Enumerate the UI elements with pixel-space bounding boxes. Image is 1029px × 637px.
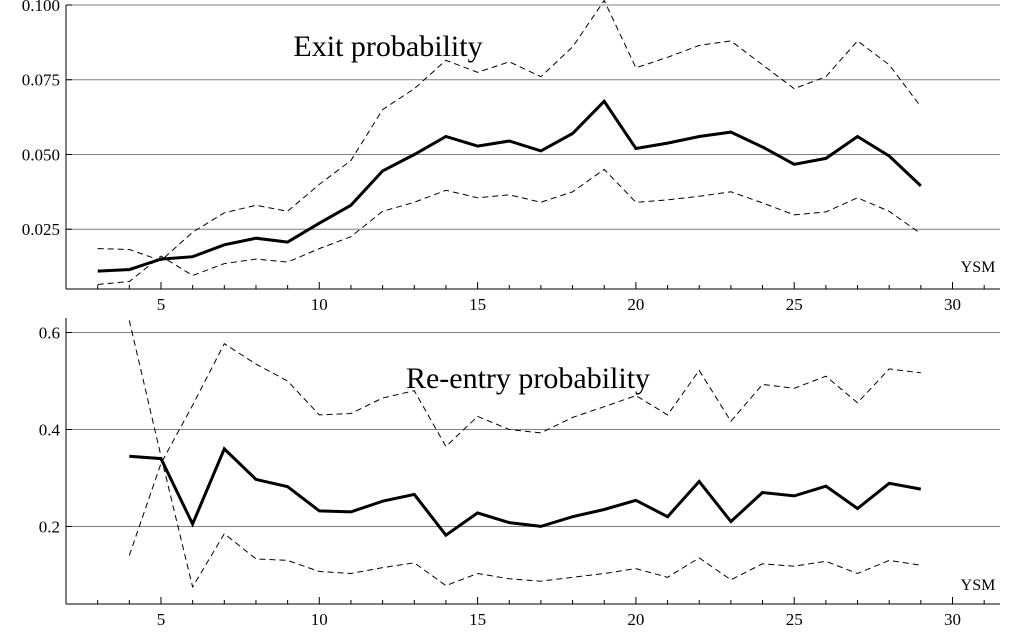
exit-x-tick-label: 5 bbox=[157, 295, 166, 314]
reentry-probability-panel: 0.2 0.4 0.6 5 10 15 20 25 30 Re-entry probability… bbox=[39, 318, 1000, 629]
reentry-x-tick-label: 10 bbox=[311, 610, 328, 629]
exit-chart-title: Exit probability bbox=[293, 30, 482, 63]
exit-x-axis-label: YSM bbox=[961, 259, 996, 276]
reentry-estimate-line bbox=[129, 446, 922, 538]
reentry-y-tick-label: 0.2 bbox=[39, 517, 60, 536]
exit-x-tick-label: 20 bbox=[627, 295, 644, 314]
exit-upper-band-line bbox=[97, 0, 922, 262]
reentry-x-tick-label: 25 bbox=[786, 610, 803, 629]
exit-probability-panel: 0.025 0.050 0.075 0.100 5 10 15 20 25 30 Exit prob… bbox=[22, 0, 1000, 314]
exit-y-tick-label: 0.025 bbox=[22, 220, 60, 239]
reentry-upper-band-line bbox=[128, 342, 921, 556]
reentry-x-axis-label: YSM bbox=[961, 577, 996, 594]
reentry-y-tick-label: 0.6 bbox=[39, 324, 60, 343]
reentry-x-tick-label: 20 bbox=[627, 610, 644, 629]
exit-x-tick-label: 15 bbox=[469, 295, 486, 314]
exit-estimate-line bbox=[97, 98, 922, 273]
reentry-x-tick-label: 30 bbox=[944, 610, 961, 629]
exit-x-tick-label: 25 bbox=[786, 295, 803, 314]
exit-lower-band-line bbox=[97, 168, 922, 285]
exit-x-tick-label: 30 bbox=[944, 295, 961, 314]
exit-y-tick-label: 0.050 bbox=[22, 145, 60, 164]
reentry-y-tick-label: 0.4 bbox=[39, 420, 61, 439]
exit-x-tick-label: 10 bbox=[311, 295, 328, 314]
reentry-x-tick-label: 5 bbox=[157, 610, 166, 629]
reentry-x-tick-label: 15 bbox=[469, 610, 486, 629]
exit-y-tick-label: 0.075 bbox=[22, 71, 60, 90]
reentry-lower-band-line bbox=[128, 320, 921, 589]
exit-y-tick-label: 0.100 bbox=[22, 0, 60, 15]
reentry-chart-title: Re-entry probability bbox=[406, 362, 650, 395]
